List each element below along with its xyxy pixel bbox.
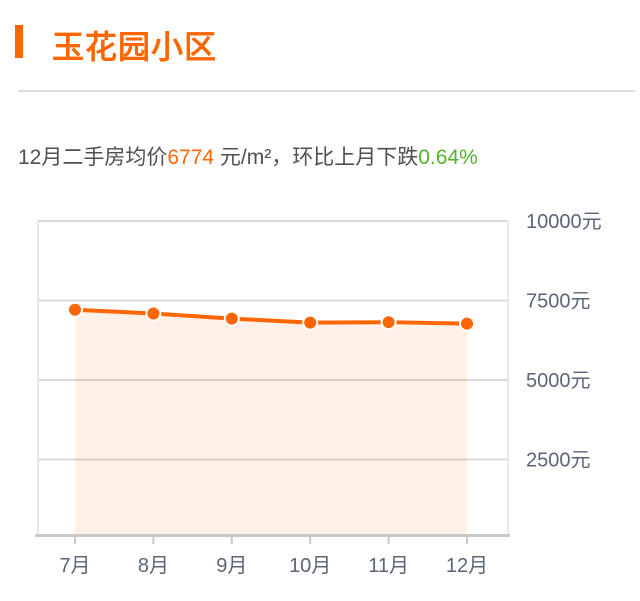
price-summary: 12月二手房均价6774 元/m²，环比上月下跌0.64% (18, 141, 478, 171)
data-point-7月 (67, 301, 83, 318)
page-title: 玉花园小区 (52, 29, 218, 65)
summary-change-percent: 0.64% (418, 146, 478, 169)
summary-middle: 元/m²，环比上月下跌 (214, 146, 419, 169)
x-axis-label-10月: 10月 (289, 555, 331, 577)
header-divider (18, 90, 635, 92)
data-point-11月 (380, 314, 397, 331)
x-axis-label-7月: 7月 (59, 555, 90, 577)
data-point-9月 (223, 310, 240, 327)
price-area-fill (75, 309, 467, 534)
y-axis-label-7500元: 7500元 (526, 291, 591, 313)
data-point-12月 (459, 315, 475, 332)
summary-prefix: 12月二手房均价 (18, 146, 168, 169)
x-axis-label-8月: 8月 (138, 555, 169, 577)
y-axis-label-5000元: 5000元 (526, 370, 591, 392)
x-axis-label-11月: 11月 (368, 555, 409, 577)
data-point-10月 (302, 314, 319, 331)
x-axis-label-12月: 12月 (446, 555, 488, 577)
data-point-8月 (145, 305, 162, 322)
price-line (73, 307, 469, 326)
y-axis-label-10000元: 10000元 (526, 211, 602, 233)
y-axis-label-2500元: 2500元 (526, 450, 591, 472)
summary-price-value: 6774 (167, 146, 215, 169)
title-accent-bar (15, 25, 23, 58)
x-axis-label-9月: 9月 (216, 555, 247, 577)
